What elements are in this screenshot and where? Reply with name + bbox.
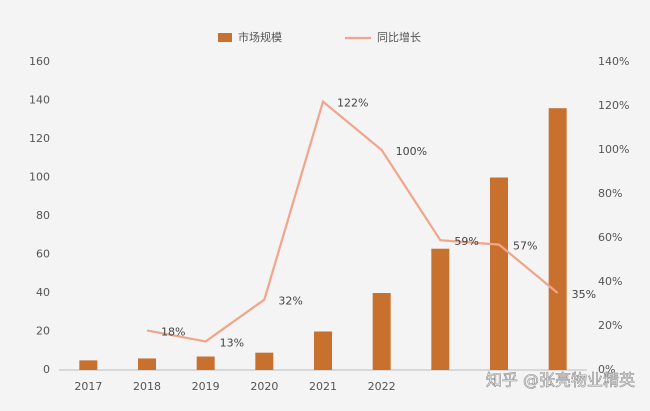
data-label: 13% — [220, 336, 244, 349]
data-label: 32% — [278, 295, 302, 308]
y-tick-label: 140 — [29, 94, 50, 107]
y2-tick-label: 100% — [598, 143, 629, 156]
data-label: 59% — [454, 235, 478, 248]
y-tick-label: 120 — [29, 132, 50, 145]
y-tick-label: 0 — [43, 363, 50, 376]
data-label: 100% — [396, 145, 427, 158]
bar — [372, 293, 391, 370]
y2-tick-label: 0% — [598, 363, 615, 376]
bar — [431, 248, 450, 370]
x-tick-label: 2018 — [133, 380, 161, 393]
y2-tick-label: 60% — [598, 231, 622, 244]
bar — [79, 360, 98, 370]
data-label: 122% — [337, 97, 368, 110]
y2-tick-label: 20% — [598, 319, 622, 332]
y-tick-label: 160 — [29, 55, 50, 68]
data-label: 35% — [572, 288, 596, 301]
y-tick-label: 40 — [36, 286, 50, 299]
bar — [314, 331, 332, 370]
data-label: 57% — [513, 240, 537, 253]
bar — [196, 356, 215, 370]
x-tick-label: 2020 — [250, 380, 278, 393]
y2-tick-label: 140% — [598, 55, 629, 68]
data-label: 18% — [161, 325, 185, 338]
y-tick-label: 20 — [36, 325, 50, 338]
x-tick-label: 2022 — [368, 380, 396, 393]
y-tick-label: 60 — [36, 248, 50, 261]
legend-swatch — [218, 33, 232, 42]
x-tick-label: 2017 — [74, 380, 102, 393]
y2-tick-label: 120% — [598, 99, 629, 112]
line — [146, 99, 559, 343]
bar — [490, 177, 508, 370]
bar — [548, 108, 567, 370]
x-tick-label: 2019 — [192, 380, 220, 393]
bar — [255, 352, 274, 370]
watermark: 知乎 @张亮物业精英 — [486, 371, 635, 390]
y2-tick-label: 40% — [598, 275, 622, 288]
y-tick-label: 100 — [29, 171, 50, 184]
x-tick-label: 2021 — [309, 380, 337, 393]
y2-tick-label: 80% — [598, 187, 622, 200]
y-tick-label: 80 — [36, 209, 50, 222]
legend-label: 市场规模 — [238, 30, 282, 44]
legend-label: 同比增长 — [377, 30, 421, 44]
bar — [138, 358, 156, 370]
